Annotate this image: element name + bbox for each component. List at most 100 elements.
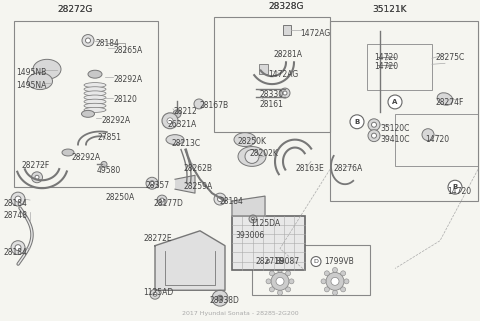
Circle shape	[85, 38, 91, 43]
Circle shape	[372, 122, 376, 127]
Ellipse shape	[62, 149, 74, 156]
Text: A: A	[392, 99, 398, 105]
Text: 1799VB: 1799VB	[324, 257, 354, 266]
Text: 27851: 27851	[98, 133, 122, 142]
Bar	[252, 245, 370, 295]
Text: D: D	[313, 259, 318, 264]
Text: 28120: 28120	[113, 95, 137, 104]
Polygon shape	[155, 231, 225, 290]
Text: 1472AG: 1472AG	[300, 29, 330, 38]
Circle shape	[422, 129, 434, 141]
Circle shape	[149, 181, 155, 186]
Text: 2017 Hyundai Sonata - 28285-2G200: 2017 Hyundai Sonata - 28285-2G200	[182, 311, 298, 316]
Text: 28272F: 28272F	[22, 161, 50, 170]
Text: 28272G: 28272G	[57, 5, 93, 14]
Text: 89087: 89087	[275, 257, 299, 266]
Text: 28272G: 28272G	[57, 5, 93, 14]
Circle shape	[82, 35, 94, 47]
Bar	[214, 17, 330, 132]
Circle shape	[15, 196, 21, 202]
Text: 28292A: 28292A	[72, 153, 101, 162]
Text: 26321A: 26321A	[168, 120, 197, 129]
Ellipse shape	[33, 59, 61, 79]
Ellipse shape	[84, 87, 106, 92]
Text: 35121K: 35121K	[373, 5, 407, 14]
Text: 35121K: 35121K	[373, 5, 407, 14]
Text: 35120C: 35120C	[380, 124, 409, 133]
Circle shape	[160, 198, 164, 202]
Ellipse shape	[27, 73, 52, 90]
Text: 28328G: 28328G	[268, 2, 304, 11]
Circle shape	[350, 115, 364, 129]
Text: 28184: 28184	[220, 197, 244, 206]
Circle shape	[448, 180, 462, 194]
Ellipse shape	[166, 135, 184, 144]
Text: 28275C: 28275C	[436, 53, 465, 62]
Text: 28292A: 28292A	[113, 75, 142, 84]
Text: 1472AG: 1472AG	[268, 70, 298, 79]
Circle shape	[368, 119, 380, 131]
Ellipse shape	[238, 147, 266, 166]
Text: 28250A: 28250A	[105, 193, 134, 202]
Circle shape	[217, 295, 223, 301]
Text: 28184: 28184	[3, 199, 27, 208]
Circle shape	[344, 279, 349, 284]
Text: 28292A: 28292A	[101, 116, 130, 125]
Text: 28748: 28748	[3, 211, 27, 220]
Text: 1125DA: 1125DA	[250, 219, 280, 228]
Text: 28184: 28184	[95, 39, 119, 48]
Circle shape	[277, 267, 283, 273]
Ellipse shape	[84, 82, 106, 88]
Circle shape	[280, 88, 290, 98]
Circle shape	[194, 99, 204, 109]
Ellipse shape	[82, 110, 95, 117]
Text: B: B	[265, 259, 269, 264]
Text: 28272E: 28272E	[143, 234, 172, 243]
Circle shape	[341, 271, 346, 276]
Circle shape	[249, 215, 257, 223]
Text: 1495NA: 1495NA	[16, 81, 47, 90]
Circle shape	[276, 277, 284, 285]
Bar	[283, 25, 291, 35]
Circle shape	[245, 150, 259, 163]
Ellipse shape	[84, 95, 106, 100]
Text: 49580: 49580	[97, 166, 121, 175]
Circle shape	[11, 241, 25, 255]
Text: 14720: 14720	[425, 135, 449, 144]
Text: 28161: 28161	[259, 100, 283, 109]
Bar	[14, 21, 158, 187]
Circle shape	[368, 130, 380, 142]
Circle shape	[321, 279, 326, 284]
Circle shape	[269, 271, 275, 276]
Circle shape	[333, 267, 337, 273]
Circle shape	[372, 133, 376, 138]
Circle shape	[286, 271, 290, 276]
Circle shape	[146, 177, 158, 189]
Text: 28163E: 28163E	[296, 164, 325, 173]
Circle shape	[271, 273, 289, 290]
Circle shape	[324, 271, 329, 276]
Circle shape	[289, 279, 294, 284]
Text: 28274F: 28274F	[435, 98, 463, 107]
Text: 14720: 14720	[447, 187, 471, 196]
Ellipse shape	[84, 108, 106, 112]
Text: 1125AD: 1125AD	[143, 288, 173, 297]
Circle shape	[388, 95, 402, 109]
Circle shape	[212, 290, 228, 306]
Text: 14720: 14720	[374, 62, 398, 71]
Circle shape	[157, 195, 167, 205]
Bar	[232, 216, 305, 271]
Circle shape	[262, 256, 272, 266]
Text: 28212: 28212	[173, 107, 197, 116]
Text: 28328G: 28328G	[268, 2, 304, 11]
Text: 28167B: 28167B	[199, 101, 228, 110]
Bar	[259, 64, 268, 74]
Circle shape	[277, 290, 283, 295]
Ellipse shape	[437, 93, 453, 105]
Circle shape	[32, 172, 43, 183]
Bar	[395, 114, 478, 166]
Circle shape	[311, 256, 321, 266]
Text: 28213C: 28213C	[172, 139, 201, 148]
Circle shape	[324, 287, 329, 292]
Circle shape	[286, 287, 290, 292]
